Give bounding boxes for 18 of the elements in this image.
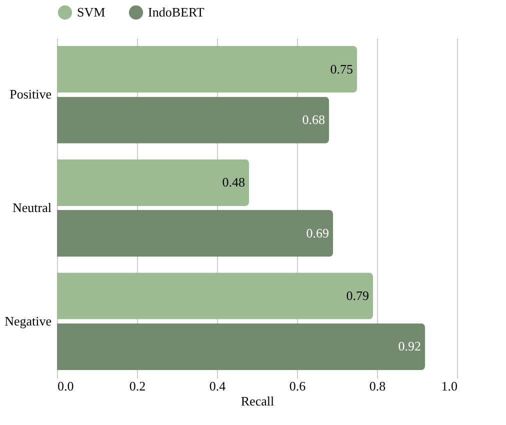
data-label: 0.69 — [306, 225, 329, 240]
data-label: 0.68 — [302, 112, 325, 128]
data-label: 0.92 — [398, 338, 421, 354]
y-tick-label: Positive — [10, 86, 52, 102]
x-tick-label: 0.8 — [369, 378, 386, 394]
y-tick-label: Neutral — [12, 200, 52, 215]
data-label: 0.48 — [222, 174, 245, 190]
y-tick-label: Negative — [4, 313, 52, 328]
x-tick-label: 0.4 — [209, 378, 226, 394]
legend-label: SVM — [77, 4, 106, 20]
x-tick-label: 1.0 — [441, 378, 458, 394]
data-label: 0.79 — [346, 288, 369, 303]
data-label: 0.75 — [330, 61, 353, 76]
x-tick-label: 0.2 — [129, 378, 146, 394]
x-tick-label: 0.0 — [58, 378, 74, 394]
x-axis-title: Recall — [240, 394, 274, 408]
x-tick-label: 0.6 — [289, 378, 306, 394]
legend-label: IndoBERT — [148, 4, 204, 20]
